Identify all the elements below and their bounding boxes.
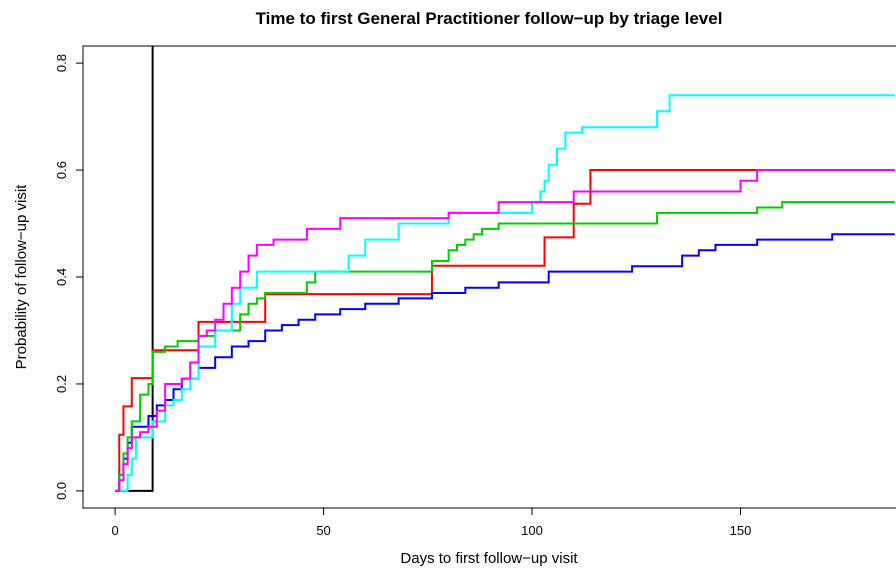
x-tick-label: 100: [521, 523, 543, 538]
plot-frame: [82, 45, 896, 509]
survival-curve: [115, 94, 895, 492]
y-tick-label: 0.6: [54, 161, 69, 179]
y-tick-label: 0.0: [54, 482, 69, 500]
x-axis-label: Days to first follow−up visit: [400, 550, 578, 567]
survival-curve: [115, 46, 154, 492]
survival-curve: [115, 201, 895, 492]
y-tick-label: 0.8: [54, 54, 69, 72]
x-tick-label: 50: [316, 523, 330, 538]
chart-title: Time to first General Practitioner follo…: [256, 9, 723, 28]
survival-curve: [115, 169, 895, 492]
y-tick-label: 0.2: [54, 375, 69, 393]
x-tick-label: 150: [730, 523, 752, 538]
y-axis-label: Probability of follow−up visit: [13, 184, 30, 370]
plot-area: [115, 46, 895, 492]
x-tick-label: 0: [111, 523, 118, 538]
y-tick-label: 0.4: [54, 268, 69, 286]
survival-curve: [115, 233, 895, 492]
